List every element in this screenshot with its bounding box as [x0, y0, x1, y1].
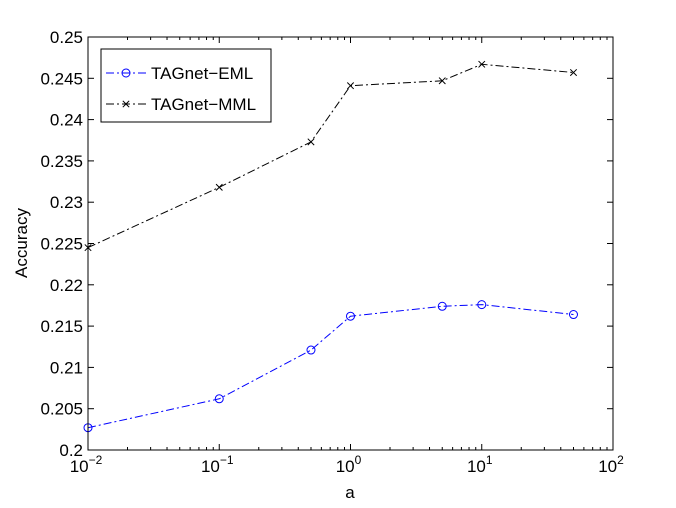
y-tick-label: 0.245 [40, 69, 83, 88]
series-line-0 [87, 304, 574, 429]
y-tick-label: 0.2 [59, 441, 83, 460]
data-point [477, 300, 487, 310]
x-tick-label: 101 [467, 453, 493, 476]
data-point [569, 68, 578, 77]
legend-label-1: TAGnet−MML [151, 95, 256, 114]
legend: TAGnet−EML TAGnet−MML [100, 48, 272, 123]
y-tick-label: 0.23 [50, 193, 83, 212]
x-tick-label: 10−2 [70, 453, 103, 476]
data-point [478, 60, 486, 68]
y-tick-label: 0.205 [40, 400, 83, 419]
y-tick-label: 0.22 [50, 276, 83, 295]
data-point [306, 345, 316, 355]
x-tick-label: 100 [336, 453, 362, 476]
y-tick-label: 0.215 [40, 317, 83, 336]
legend-label-0: TAGnet−EML [151, 64, 253, 83]
data-point [346, 82, 355, 90]
data-point [438, 77, 446, 85]
y-tick-label: 0.25 [50, 28, 83, 47]
x-axis-label: a [345, 483, 355, 502]
x-tick-label: 102 [598, 453, 624, 476]
data-point [437, 301, 447, 311]
legend-marker-1 [122, 100, 130, 108]
data-point [568, 310, 578, 320]
data-point [214, 394, 224, 404]
y-tick-label: 0.21 [50, 358, 83, 377]
y-axis-label: Accuracy [12, 208, 31, 278]
legend-box [100, 48, 272, 123]
y-tick-label: 0.24 [50, 111, 83, 130]
ticks-layer: 0.2 0.205 0.21 0.215 0.22 0.225 0.23 0.235 0.24 0… [40, 28, 624, 476]
data-point [346, 311, 355, 321]
data-point [215, 183, 223, 191]
x-tick-label: 10−1 [201, 453, 234, 476]
data-point [307, 138, 315, 146]
legend-marker-0 [121, 68, 131, 78]
y-tick-label: 0.235 [40, 152, 83, 171]
y-tick-label: 0.225 [40, 235, 83, 254]
